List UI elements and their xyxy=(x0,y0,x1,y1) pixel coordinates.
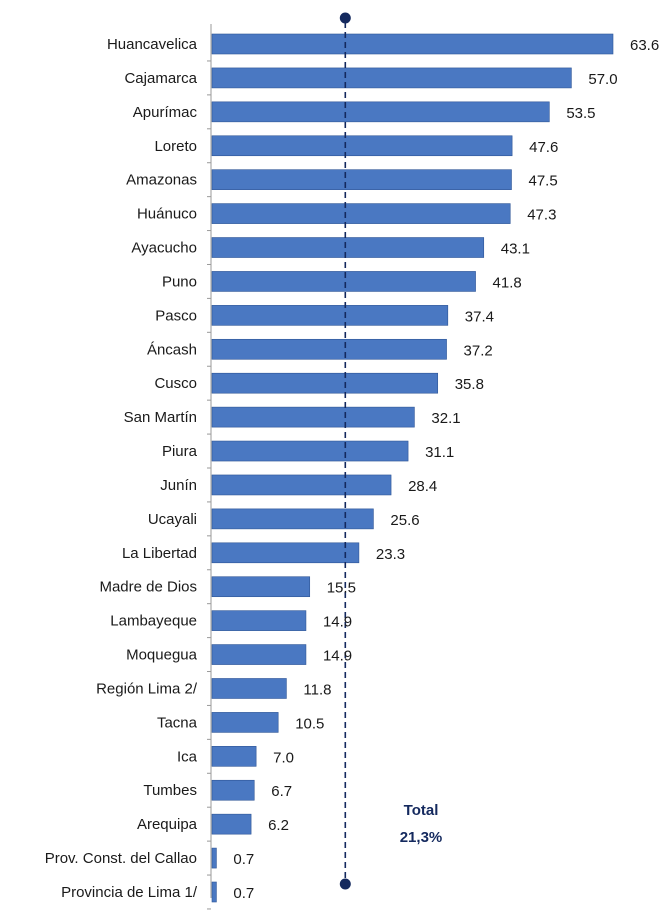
reference-line-top-marker xyxy=(339,12,351,24)
category-label: Prov. Const. del Callao xyxy=(45,850,197,867)
bar xyxy=(211,33,614,55)
category-label: Ayacucho xyxy=(131,240,197,257)
data-label: 63.6 xyxy=(630,37,659,54)
category-label: Amazonas xyxy=(126,172,197,189)
data-label: 37.4 xyxy=(465,308,494,325)
category-label: Pasco xyxy=(155,307,197,324)
reference-label-value: 21,3% xyxy=(400,829,443,846)
category-label: Huánuco xyxy=(137,206,197,223)
bar xyxy=(211,644,307,665)
bar xyxy=(211,576,311,598)
bar xyxy=(211,372,439,394)
category-label: Arequipa xyxy=(137,816,198,833)
data-label: 11.8 xyxy=(303,681,331,698)
data-label: 47.3 xyxy=(527,207,556,224)
reference-layer: Total 21,3% xyxy=(339,12,443,890)
bar xyxy=(211,678,287,699)
bar xyxy=(211,237,485,258)
bar xyxy=(211,508,374,530)
data-label: 6.2 xyxy=(268,817,289,834)
category-label: Lambayeque xyxy=(110,613,197,630)
bar xyxy=(211,542,360,564)
category-label: Ucayali xyxy=(148,511,197,528)
data-label: 23.3 xyxy=(376,546,405,563)
data-label: 15.5 xyxy=(327,580,356,597)
data-label: 35.8 xyxy=(455,376,484,393)
category-label: Región Lima 2/ xyxy=(96,680,198,697)
data-label: 37.2 xyxy=(464,342,493,359)
axis-layer xyxy=(207,24,212,910)
data-label: 47.6 xyxy=(529,139,558,156)
bar xyxy=(211,135,513,157)
data-label: 6.7 xyxy=(271,783,292,800)
bar xyxy=(211,169,512,190)
category-label: Puno xyxy=(162,273,197,290)
bars-layer xyxy=(211,33,614,903)
labels-layer: Huancavelica 63.6 Cajamarca 57.0 Apurímac 53.… xyxy=(45,36,660,902)
bar xyxy=(211,67,572,89)
bar xyxy=(211,338,447,360)
bar xyxy=(211,474,392,496)
bar xyxy=(211,440,409,462)
data-label: 43.1 xyxy=(501,241,530,258)
bar xyxy=(211,779,255,801)
category-label: San Martín xyxy=(124,409,197,426)
data-label: 53.5 xyxy=(566,105,595,122)
bar xyxy=(211,271,476,292)
data-label: 31.1 xyxy=(425,444,454,461)
category-label: Madre de Dios xyxy=(99,579,197,596)
bar xyxy=(211,101,550,123)
data-label: 32.1 xyxy=(431,410,460,427)
bar xyxy=(211,712,279,733)
data-label: 28.4 xyxy=(408,478,437,495)
reference-line-bottom-marker xyxy=(339,878,351,890)
category-label: Moquegua xyxy=(126,647,198,664)
data-label: 0.7 xyxy=(233,851,254,868)
bar xyxy=(211,746,257,767)
data-label: 7.0 xyxy=(273,749,294,766)
category-label: Cusco xyxy=(154,375,197,392)
category-label: Provincia de Lima 1/ xyxy=(61,884,198,901)
category-label: Apurímac xyxy=(133,104,198,121)
bar xyxy=(211,813,252,835)
category-label: Piura xyxy=(162,443,198,460)
bar xyxy=(211,406,415,428)
category-label: Tumbes xyxy=(143,782,197,799)
reference-label-title: Total xyxy=(404,802,439,819)
category-label: Huancavelica xyxy=(107,36,198,53)
category-label: Cajamarca xyxy=(124,70,197,87)
data-label: 47.5 xyxy=(528,173,557,190)
category-label: Ica xyxy=(177,748,198,765)
data-label: 14.9 xyxy=(323,648,352,665)
data-label: 10.5 xyxy=(295,715,324,732)
bar xyxy=(211,610,307,631)
data-label: 57.0 xyxy=(588,71,617,88)
bar xyxy=(211,203,511,224)
data-label: 14.9 xyxy=(323,614,352,631)
category-label: Junín xyxy=(160,477,197,494)
bar xyxy=(211,847,217,869)
category-label: Loreto xyxy=(154,138,197,155)
data-label: 41.8 xyxy=(493,274,522,291)
bar xyxy=(211,881,217,903)
category-label: Áncash xyxy=(147,341,197,358)
data-label: 25.6 xyxy=(390,512,419,529)
category-label: Tacna xyxy=(157,714,198,731)
data-label: 0.7 xyxy=(233,885,254,902)
bar xyxy=(211,305,449,326)
category-label: La Libertad xyxy=(122,545,197,562)
